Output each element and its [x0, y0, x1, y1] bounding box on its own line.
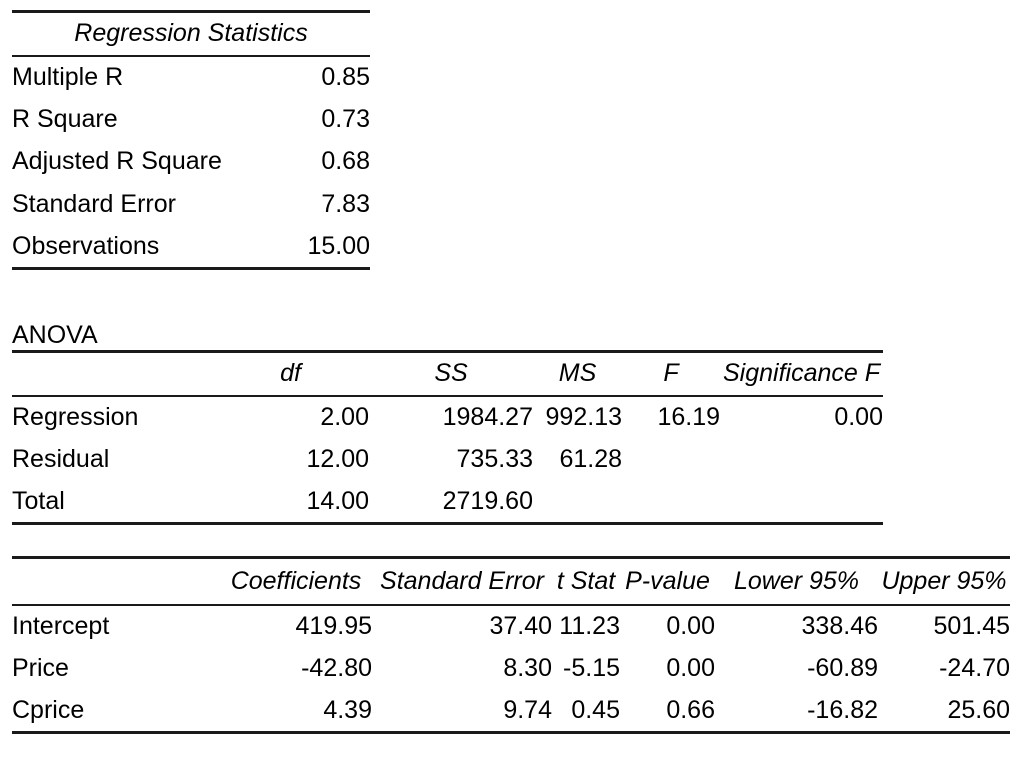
coef-standard-error: 37.40: [489, 611, 552, 640]
coef-value: 419.95: [295, 611, 372, 640]
coef-row-label: Intercept: [12, 611, 110, 640]
table-row: Regression 2.00 1984.27 992.13 16.19 0.0…: [12, 396, 883, 439]
anova-df: 2.00: [320, 402, 369, 431]
anova-ms: 61.28: [559, 444, 622, 473]
coef-header-lower-95: Lower 95%: [715, 557, 878, 606]
stat-value: 0.85: [321, 62, 370, 91]
table-row: Residual 12.00 735.33 61.28: [12, 438, 883, 481]
anova-f: [622, 438, 720, 481]
anova-ms: [533, 481, 622, 524]
coef-standard-error: 9.74: [503, 695, 552, 724]
coef-value: -42.80: [301, 653, 372, 682]
coef-t-stat: -5.15: [563, 653, 620, 682]
anova-header-df: df: [212, 351, 369, 397]
anova-ss: 2719.60: [442, 486, 533, 515]
table-row: Adjusted R Square 0.68: [12, 141, 370, 184]
table-row: Price -42.80 8.30 -5.15 0.00 -60.89 -24.…: [12, 647, 1010, 690]
anova-df: 14.00: [306, 486, 369, 515]
anova-ss: 735.33: [456, 444, 533, 473]
stat-label: Adjusted R Square: [12, 147, 222, 176]
anova-sig-f: [720, 481, 883, 524]
stat-label: R Square: [12, 104, 118, 133]
coef-header-t-stat: t Stat: [552, 557, 620, 606]
anova-f: [622, 481, 720, 524]
anova-header-empty: [12, 351, 212, 397]
coef-p-value: 0.66: [666, 695, 715, 724]
coef-value: 4.39: [323, 695, 372, 724]
anova-ss: 1984.27: [442, 402, 533, 431]
coef-standard-error: 8.30: [503, 653, 552, 682]
stat-label: Observations: [12, 231, 160, 260]
coef-header-standard-error: Standard Error: [372, 557, 552, 606]
stat-value: 0.73: [321, 104, 370, 133]
table-row: Intercept 419.95 37.40 11.23 0.00 338.46…: [12, 605, 1010, 648]
anova-row-label: Regression: [12, 402, 139, 431]
regression-statistics-title: Regression Statistics: [12, 11, 370, 57]
coef-t-stat: 11.23: [559, 611, 620, 640]
coef-header-coefficients: Coefficients: [220, 557, 372, 606]
table-row: Multiple R 0.85: [12, 56, 370, 99]
anova-table: df SS MS F Significance F Regression 2.0…: [12, 350, 883, 525]
coef-header-upper-95: Upper 95%: [878, 557, 1010, 606]
anova-header-ms: MS: [533, 351, 622, 397]
anova-header-row: df SS MS F Significance F: [12, 351, 883, 397]
anova-row-label: Total: [12, 486, 65, 515]
coef-row-label: Cprice: [12, 695, 85, 724]
stat-value: 15.00: [307, 231, 370, 260]
anova-sig-f: [720, 438, 883, 481]
coef-lower-95: -16.82: [807, 695, 878, 724]
anova-header-f: F: [622, 351, 720, 397]
coefficients-table: Coefficients Standard Error t Stat P-val…: [12, 556, 1010, 734]
coef-p-value: 0.00: [666, 611, 715, 640]
coef-header-p-value: P-value: [620, 557, 715, 606]
anova-header-sig-f: Significance F: [720, 351, 883, 397]
stat-value: 7.83: [321, 190, 370, 219]
anova-sig-f: 0.00: [834, 402, 883, 431]
table-row: Cprice 4.39 9.74 0.45 0.66 -16.82 25.60: [12, 690, 1010, 733]
stat-label: Standard Error: [12, 190, 176, 219]
anova-row-label: Residual: [12, 444, 110, 473]
table-row: R Square 0.73: [12, 98, 370, 141]
coef-t-stat: 0.45: [571, 695, 620, 724]
anova-ms: 992.13: [545, 402, 622, 431]
anova-df: 12.00: [306, 444, 369, 473]
coef-p-value: 0.00: [666, 653, 715, 682]
coef-row-label: Price: [12, 653, 69, 682]
coefficients-header-row: Coefficients Standard Error t Stat P-val…: [12, 557, 1010, 606]
coef-upper-95: 25.60: [947, 695, 1010, 724]
table-row: Total 14.00 2719.60: [12, 481, 883, 524]
anova-header-ss: SS: [369, 351, 533, 397]
regression-statistics-table: Regression Statistics Multiple R 0.85 R …: [12, 10, 370, 270]
anova-title: ANOVA: [12, 321, 98, 349]
coef-lower-95: 338.46: [801, 611, 878, 640]
table-row: Standard Error 7.83: [12, 183, 370, 226]
coef-upper-95: -24.70: [939, 653, 1010, 682]
coef-upper-95: 501.45: [933, 611, 1010, 640]
coef-lower-95: -60.89: [807, 653, 878, 682]
stat-label: Multiple R: [12, 62, 124, 91]
table-row: Observations 15.00: [12, 226, 370, 269]
coef-header-empty: [12, 557, 220, 606]
anova-f: 16.19: [657, 402, 720, 431]
stat-value: 0.68: [321, 147, 370, 176]
